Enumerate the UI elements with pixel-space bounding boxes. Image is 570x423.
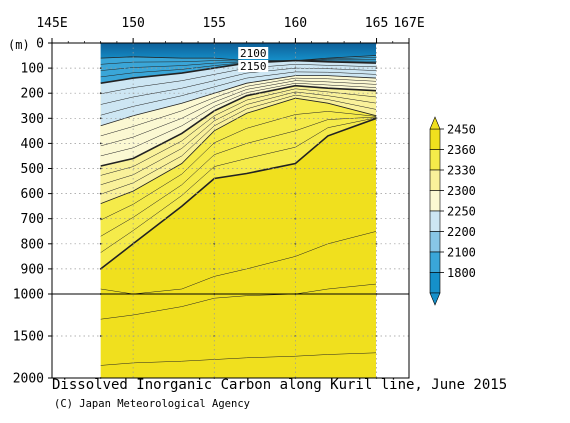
colorbar-label: 2450 <box>447 123 476 137</box>
contour-interp <box>100 71 376 116</box>
station-dot <box>99 67 102 69</box>
colorbar-label: 2200 <box>447 225 476 239</box>
contour-interp <box>100 116 376 237</box>
colorbar-label: 2300 <box>447 184 476 198</box>
contour-lines <box>100 55 376 366</box>
station-dot <box>99 142 102 145</box>
station-dot <box>99 242 102 245</box>
y-axis: 0 100 200 300 400 500 600 700 800 900 1000 1500 2000 <box>13 37 52 387</box>
x-tick-label: 150 <box>121 16 144 31</box>
station-dot <box>99 92 102 95</box>
y-tick-label: 2000 <box>13 372 44 387</box>
contour-interp <box>100 117 376 253</box>
y-tick-label: 900 <box>21 262 44 277</box>
x-tick-label: 167E <box>393 16 424 31</box>
y-tick-label: 1000 <box>13 288 44 303</box>
contour-c2330 <box>100 97 376 204</box>
x-tick-label: 165 <box>365 16 388 31</box>
contour-deep-1 <box>100 283 376 320</box>
grid-lines <box>52 43 409 378</box>
band-2100-2200 <box>100 55 376 84</box>
colorbar-swatch <box>429 231 441 253</box>
contour-interp <box>100 82 376 157</box>
x-axis: 145E 150 155 160 165 167E <box>36 16 425 43</box>
contour-c2360 <box>100 117 376 270</box>
copyright-credit: (C) Japan Meteorological Agency <box>54 398 250 410</box>
contour-shallow_2150 <box>100 55 376 61</box>
colorbar-label: 2360 <box>447 143 476 157</box>
station-dot <box>99 217 102 220</box>
contour-label-bg <box>238 60 269 72</box>
contour-c2200 <box>100 59 376 84</box>
y-tick-label: 700 <box>21 212 44 227</box>
contour-deep-0 <box>100 231 376 295</box>
colorbar-swatch <box>429 149 441 171</box>
y-tick-label: 600 <box>21 187 44 202</box>
colorbar-label: 1800 <box>447 266 476 280</box>
y-tick-label: 500 <box>21 162 44 177</box>
contour-c2250 <box>100 75 376 127</box>
y-unit-label: (m) <box>8 38 30 52</box>
contour-label: 2150 <box>240 60 267 73</box>
colorbar-label: 2330 <box>447 164 476 178</box>
colorbar-swatch <box>429 190 441 212</box>
contour-c2300 <box>100 84 376 167</box>
colorbar-swatch <box>429 251 441 273</box>
contour-interp <box>100 80 376 147</box>
contour-interp <box>100 67 376 105</box>
x-tick-label: 155 <box>203 16 226 31</box>
contour-label-bg <box>238 47 269 59</box>
contour-deep-2 <box>100 352 376 366</box>
y-tick-label: 300 <box>21 112 44 127</box>
contour-bands <box>100 43 376 378</box>
x-tick-label: 160 <box>284 16 307 31</box>
chart-title: Dissolved Inorganic Carbon along Kuril l… <box>52 377 508 393</box>
y-tick-label: 0 <box>36 37 44 52</box>
y-tick-label: 100 <box>21 62 44 77</box>
contour-interp <box>100 60 376 78</box>
y-tick-label: 800 <box>21 237 44 252</box>
contour-interp <box>100 94 376 195</box>
station-dot <box>99 192 102 195</box>
contour-interp <box>100 77 376 137</box>
colorbar-swatch <box>429 128 441 150</box>
contour-interp <box>100 91 376 186</box>
colorbar-swatch <box>429 210 441 232</box>
y-tick-label: 1500 <box>13 330 44 345</box>
colorbar-swatch <box>429 272 441 294</box>
station-dot <box>99 167 102 170</box>
x-tick-label: 145E <box>36 16 67 31</box>
contour-interp <box>100 88 376 176</box>
colorbar-swatch <box>429 169 441 191</box>
contour-label: 2100 <box>240 47 267 60</box>
station-dot <box>99 335 102 337</box>
colorbar-top-arrow <box>429 116 441 130</box>
contour-interp <box>100 59 376 71</box>
y-tick-label: 200 <box>21 87 44 102</box>
station-dot <box>99 117 102 120</box>
colorbar-bottom-arrow <box>429 292 441 306</box>
colorbar-label: 2250 <box>447 205 476 219</box>
colorbar-legend: 2450 2360 2330 2300 2250 2200 2100 1800 <box>429 116 476 306</box>
contour-interp <box>100 57 376 65</box>
contour-interp <box>100 64 376 95</box>
station-dot <box>99 268 102 270</box>
y-tick-label: 400 <box>21 137 44 152</box>
contour-interp <box>100 111 376 221</box>
colorbar-label: 2100 <box>447 246 476 260</box>
